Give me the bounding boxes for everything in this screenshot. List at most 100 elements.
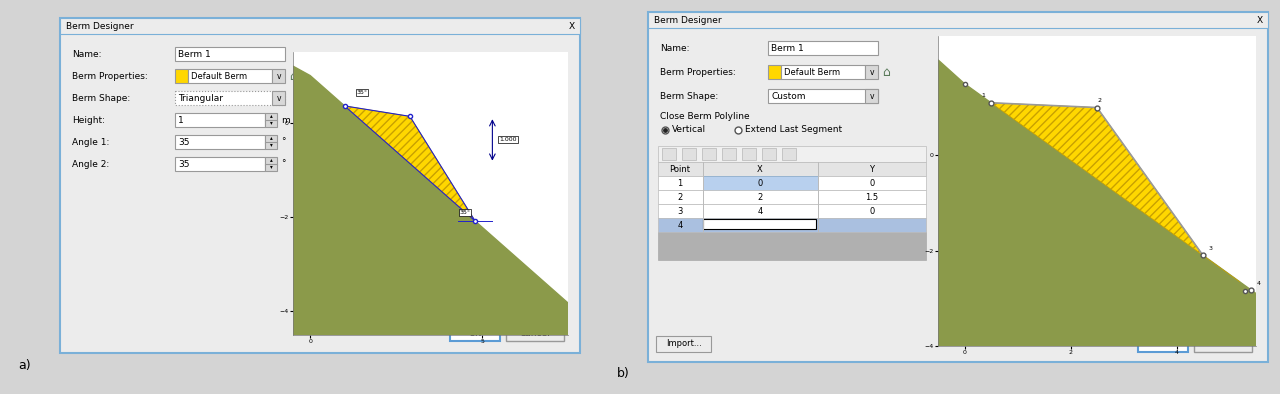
Text: Angle 2:: Angle 2: bbox=[72, 160, 109, 169]
Bar bbox=[701, 148, 716, 160]
Polygon shape bbox=[1203, 255, 1240, 282]
Polygon shape bbox=[293, 66, 568, 359]
Polygon shape bbox=[344, 106, 475, 221]
Bar bbox=[273, 91, 285, 105]
Bar bbox=[188, 69, 273, 83]
Bar bbox=[265, 164, 276, 171]
Text: Berm 1: Berm 1 bbox=[178, 50, 211, 58]
Text: ▾: ▾ bbox=[270, 143, 273, 147]
Text: 2: 2 bbox=[677, 193, 682, 201]
Bar bbox=[451, 325, 500, 341]
Bar bbox=[742, 148, 756, 160]
Bar bbox=[768, 65, 781, 79]
Bar bbox=[60, 18, 580, 34]
Bar bbox=[768, 41, 878, 55]
Text: a): a) bbox=[18, 359, 31, 372]
Text: Cancel: Cancel bbox=[520, 329, 550, 338]
Bar bbox=[865, 89, 878, 103]
Bar bbox=[662, 148, 676, 160]
Text: X: X bbox=[1257, 15, 1263, 24]
Bar bbox=[658, 190, 925, 204]
Bar bbox=[768, 89, 878, 103]
Bar bbox=[782, 148, 796, 160]
Text: Berm Designer: Berm Designer bbox=[67, 22, 133, 30]
Text: X: X bbox=[758, 165, 763, 173]
Bar bbox=[175, 69, 188, 83]
Text: ▴: ▴ bbox=[270, 113, 273, 119]
Polygon shape bbox=[991, 103, 1203, 255]
Bar bbox=[658, 218, 925, 232]
Text: ▴: ▴ bbox=[270, 158, 273, 162]
Text: Height:: Height: bbox=[72, 115, 105, 125]
Text: Default Berm: Default Berm bbox=[191, 71, 247, 80]
Polygon shape bbox=[938, 60, 1256, 394]
Text: 1.5: 1.5 bbox=[865, 193, 878, 201]
Text: Point: Point bbox=[669, 165, 690, 173]
Bar bbox=[781, 65, 865, 79]
Bar bbox=[265, 113, 276, 121]
Text: Berm Properties:: Berm Properties: bbox=[72, 71, 147, 80]
Bar bbox=[648, 12, 1268, 28]
Text: Name:: Name: bbox=[660, 43, 690, 52]
Text: 0: 0 bbox=[758, 178, 763, 188]
Text: 0: 0 bbox=[869, 206, 874, 216]
Text: °: ° bbox=[282, 160, 285, 169]
Bar bbox=[658, 146, 925, 162]
Bar bbox=[1194, 336, 1252, 352]
Text: Berm 1: Berm 1 bbox=[771, 43, 804, 52]
Text: v: v bbox=[276, 93, 282, 102]
Text: OK: OK bbox=[468, 329, 481, 338]
Text: Default Berm: Default Berm bbox=[783, 67, 840, 76]
Text: 1: 1 bbox=[178, 115, 184, 125]
Bar bbox=[682, 148, 696, 160]
Text: 4: 4 bbox=[677, 221, 682, 229]
Bar bbox=[703, 176, 818, 190]
Bar bbox=[658, 232, 925, 260]
Bar bbox=[175, 157, 265, 171]
Text: m: m bbox=[282, 115, 289, 125]
Text: °: ° bbox=[282, 138, 285, 147]
Text: Berm Properties:: Berm Properties: bbox=[660, 67, 736, 76]
Text: v: v bbox=[869, 67, 874, 76]
Bar bbox=[658, 162, 925, 176]
Text: ▾: ▾ bbox=[270, 121, 273, 126]
Text: 3: 3 bbox=[1208, 246, 1213, 251]
Text: 0: 0 bbox=[869, 178, 874, 188]
Text: b): b) bbox=[617, 368, 630, 381]
Bar bbox=[648, 12, 1268, 362]
Text: Angle 1:: Angle 1: bbox=[72, 138, 109, 147]
Bar bbox=[722, 148, 736, 160]
Text: Extend Last Segment: Extend Last Segment bbox=[745, 126, 842, 134]
Bar bbox=[865, 65, 878, 79]
Text: 1: 1 bbox=[980, 93, 986, 98]
Text: OK: OK bbox=[1157, 340, 1170, 349]
Text: 1.000: 1.000 bbox=[499, 138, 517, 143]
Text: ▴: ▴ bbox=[270, 136, 273, 141]
Text: Berm Shape:: Berm Shape: bbox=[72, 93, 131, 102]
Text: Cancel: Cancel bbox=[1207, 340, 1238, 349]
Bar bbox=[658, 176, 925, 190]
Text: Close Berm Polyline: Close Berm Polyline bbox=[660, 112, 750, 121]
Text: ⌂: ⌂ bbox=[882, 65, 890, 78]
Text: 35°: 35° bbox=[460, 210, 470, 215]
Text: ⌂: ⌂ bbox=[289, 69, 297, 82]
Text: v: v bbox=[276, 71, 282, 80]
Text: v: v bbox=[869, 91, 874, 100]
Text: ▾: ▾ bbox=[270, 165, 273, 169]
Text: Vertical: Vertical bbox=[672, 126, 707, 134]
Text: 35: 35 bbox=[178, 138, 189, 147]
Bar bbox=[175, 91, 285, 105]
Bar bbox=[175, 47, 285, 61]
Bar bbox=[265, 157, 276, 165]
Bar bbox=[762, 148, 776, 160]
Bar bbox=[175, 135, 265, 149]
Bar bbox=[265, 142, 276, 149]
Text: 4: 4 bbox=[758, 206, 763, 216]
Text: 35°: 35° bbox=[356, 90, 367, 95]
Text: 3: 3 bbox=[677, 206, 682, 216]
Text: 1: 1 bbox=[677, 178, 682, 188]
Text: 35: 35 bbox=[178, 160, 189, 169]
Text: Name:: Name: bbox=[72, 50, 101, 58]
Bar bbox=[265, 120, 276, 127]
Text: Y: Y bbox=[869, 165, 874, 173]
